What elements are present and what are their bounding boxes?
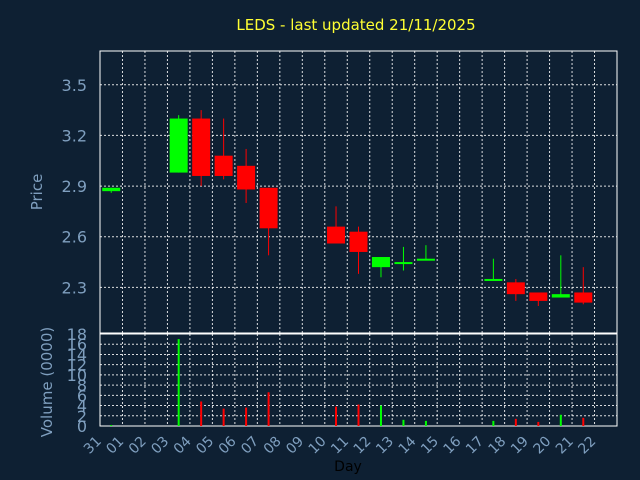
candle-body <box>484 278 503 281</box>
price-tick-label: 2.3 <box>62 278 87 297</box>
day-tick-label: 03 <box>148 434 172 458</box>
volume-tick-label: 8 <box>77 376 87 395</box>
volume-tick-label: 4 <box>77 397 87 416</box>
day-tick-label: 01 <box>103 434 127 458</box>
candle-body <box>529 292 548 301</box>
candle-body <box>214 155 233 176</box>
day-tick-label: 18 <box>486 434 510 458</box>
candle-body <box>416 258 435 261</box>
candle-body <box>349 231 368 252</box>
volume-grid <box>100 334 617 426</box>
volume-bar <box>492 420 495 426</box>
candle-body <box>237 165 256 190</box>
candle-body <box>574 292 593 303</box>
day-tick-label: 21 <box>553 434 577 458</box>
price-y-axis: 2.3 2.6 2.9 3.2 3.5 <box>62 76 87 298</box>
candle-body <box>102 187 121 192</box>
day-tick-label: 31 <box>81 434 105 458</box>
candle-body <box>506 282 525 295</box>
candle-body <box>192 118 211 176</box>
volume-bar <box>424 420 427 426</box>
price-tick-label: 3.2 <box>62 126 87 145</box>
day-tick-label: 09 <box>283 434 307 458</box>
volume-axis-label: Volume (0000) <box>38 327 56 437</box>
volume-bar <box>357 404 360 426</box>
day-tick-label: 04 <box>171 433 195 457</box>
volume-bar <box>402 419 405 426</box>
price-plot-area <box>99 50 618 334</box>
candle <box>371 257 390 278</box>
candlestick-series <box>102 110 593 306</box>
candle <box>169 115 188 173</box>
day-axis: 3101020304050607080910111213141516171819… <box>81 433 599 457</box>
volume-bar <box>559 414 562 426</box>
candle <box>349 226 368 274</box>
day-tick-label: 08 <box>261 434 285 458</box>
day-tick-label: 22 <box>575 434 599 458</box>
volume-tick-label: 12 <box>67 356 87 375</box>
candle-body <box>169 118 188 173</box>
volume-bar <box>222 408 225 426</box>
candle <box>574 267 593 305</box>
candle-body <box>551 294 570 298</box>
price-tick-label: 2.6 <box>62 228 87 247</box>
volume-tick-label: 16 <box>67 335 87 354</box>
day-axis-label: Day <box>334 459 362 475</box>
day-tick-label: 20 <box>530 434 554 458</box>
candle <box>327 206 346 244</box>
volume-bar <box>582 417 585 426</box>
candle <box>416 245 435 261</box>
candle-body <box>259 187 278 229</box>
volume-tick-label: 6 <box>77 386 87 405</box>
day-tick-label: 15 <box>418 434 442 458</box>
volume-series <box>110 339 585 426</box>
day-tick-label: 07 <box>238 434 262 458</box>
price-tick-label: 2.9 <box>62 177 87 196</box>
day-tick-label: 19 <box>508 434 532 458</box>
candle <box>192 110 211 187</box>
day-tick-label: 13 <box>373 434 397 458</box>
volume-tick-label: 2 <box>77 407 87 426</box>
volume-bar <box>335 406 338 426</box>
candle-body <box>327 226 346 244</box>
volume-tick-label: 0 <box>77 417 87 436</box>
volume-bar <box>200 401 203 426</box>
candle <box>214 118 233 180</box>
day-tick-label: 11 <box>328 434 352 458</box>
volume-tick-label: 14 <box>67 345 87 364</box>
chart-title: LEDS - last updated 21/11/2025 <box>236 16 475 34</box>
day-tick-label: 16 <box>441 433 465 457</box>
candle <box>237 148 256 203</box>
candle-body <box>371 257 390 268</box>
candle <box>102 187 121 193</box>
candle <box>259 187 278 256</box>
volume-bar <box>267 392 270 426</box>
candle-body <box>394 262 413 265</box>
volume-tick-label: 18 <box>67 325 87 344</box>
candle <box>551 255 570 298</box>
day-tick-label: 05 <box>193 434 217 458</box>
candle <box>484 258 503 281</box>
candle <box>529 292 548 306</box>
volume-bar <box>514 418 517 426</box>
volume-bar <box>245 407 248 426</box>
volume-bar <box>110 424 113 426</box>
volume-bar <box>379 405 382 426</box>
day-tick-label: 14 <box>396 433 420 457</box>
price-tick-label: 3.5 <box>62 76 87 95</box>
price-grid <box>100 51 617 333</box>
candle <box>394 246 413 271</box>
price-axis-label: Price <box>28 174 46 211</box>
day-tick-label: 17 <box>463 434 487 458</box>
day-tick-label: 12 <box>351 434 375 458</box>
volume-tick-label: 10 <box>67 366 87 385</box>
volume-bar <box>177 339 180 426</box>
day-tick-label: 10 <box>306 434 330 458</box>
candle <box>506 278 525 301</box>
day-tick-label: 02 <box>126 434 150 458</box>
day-tick-label: 06 <box>216 433 240 457</box>
volume-bar <box>537 421 540 426</box>
